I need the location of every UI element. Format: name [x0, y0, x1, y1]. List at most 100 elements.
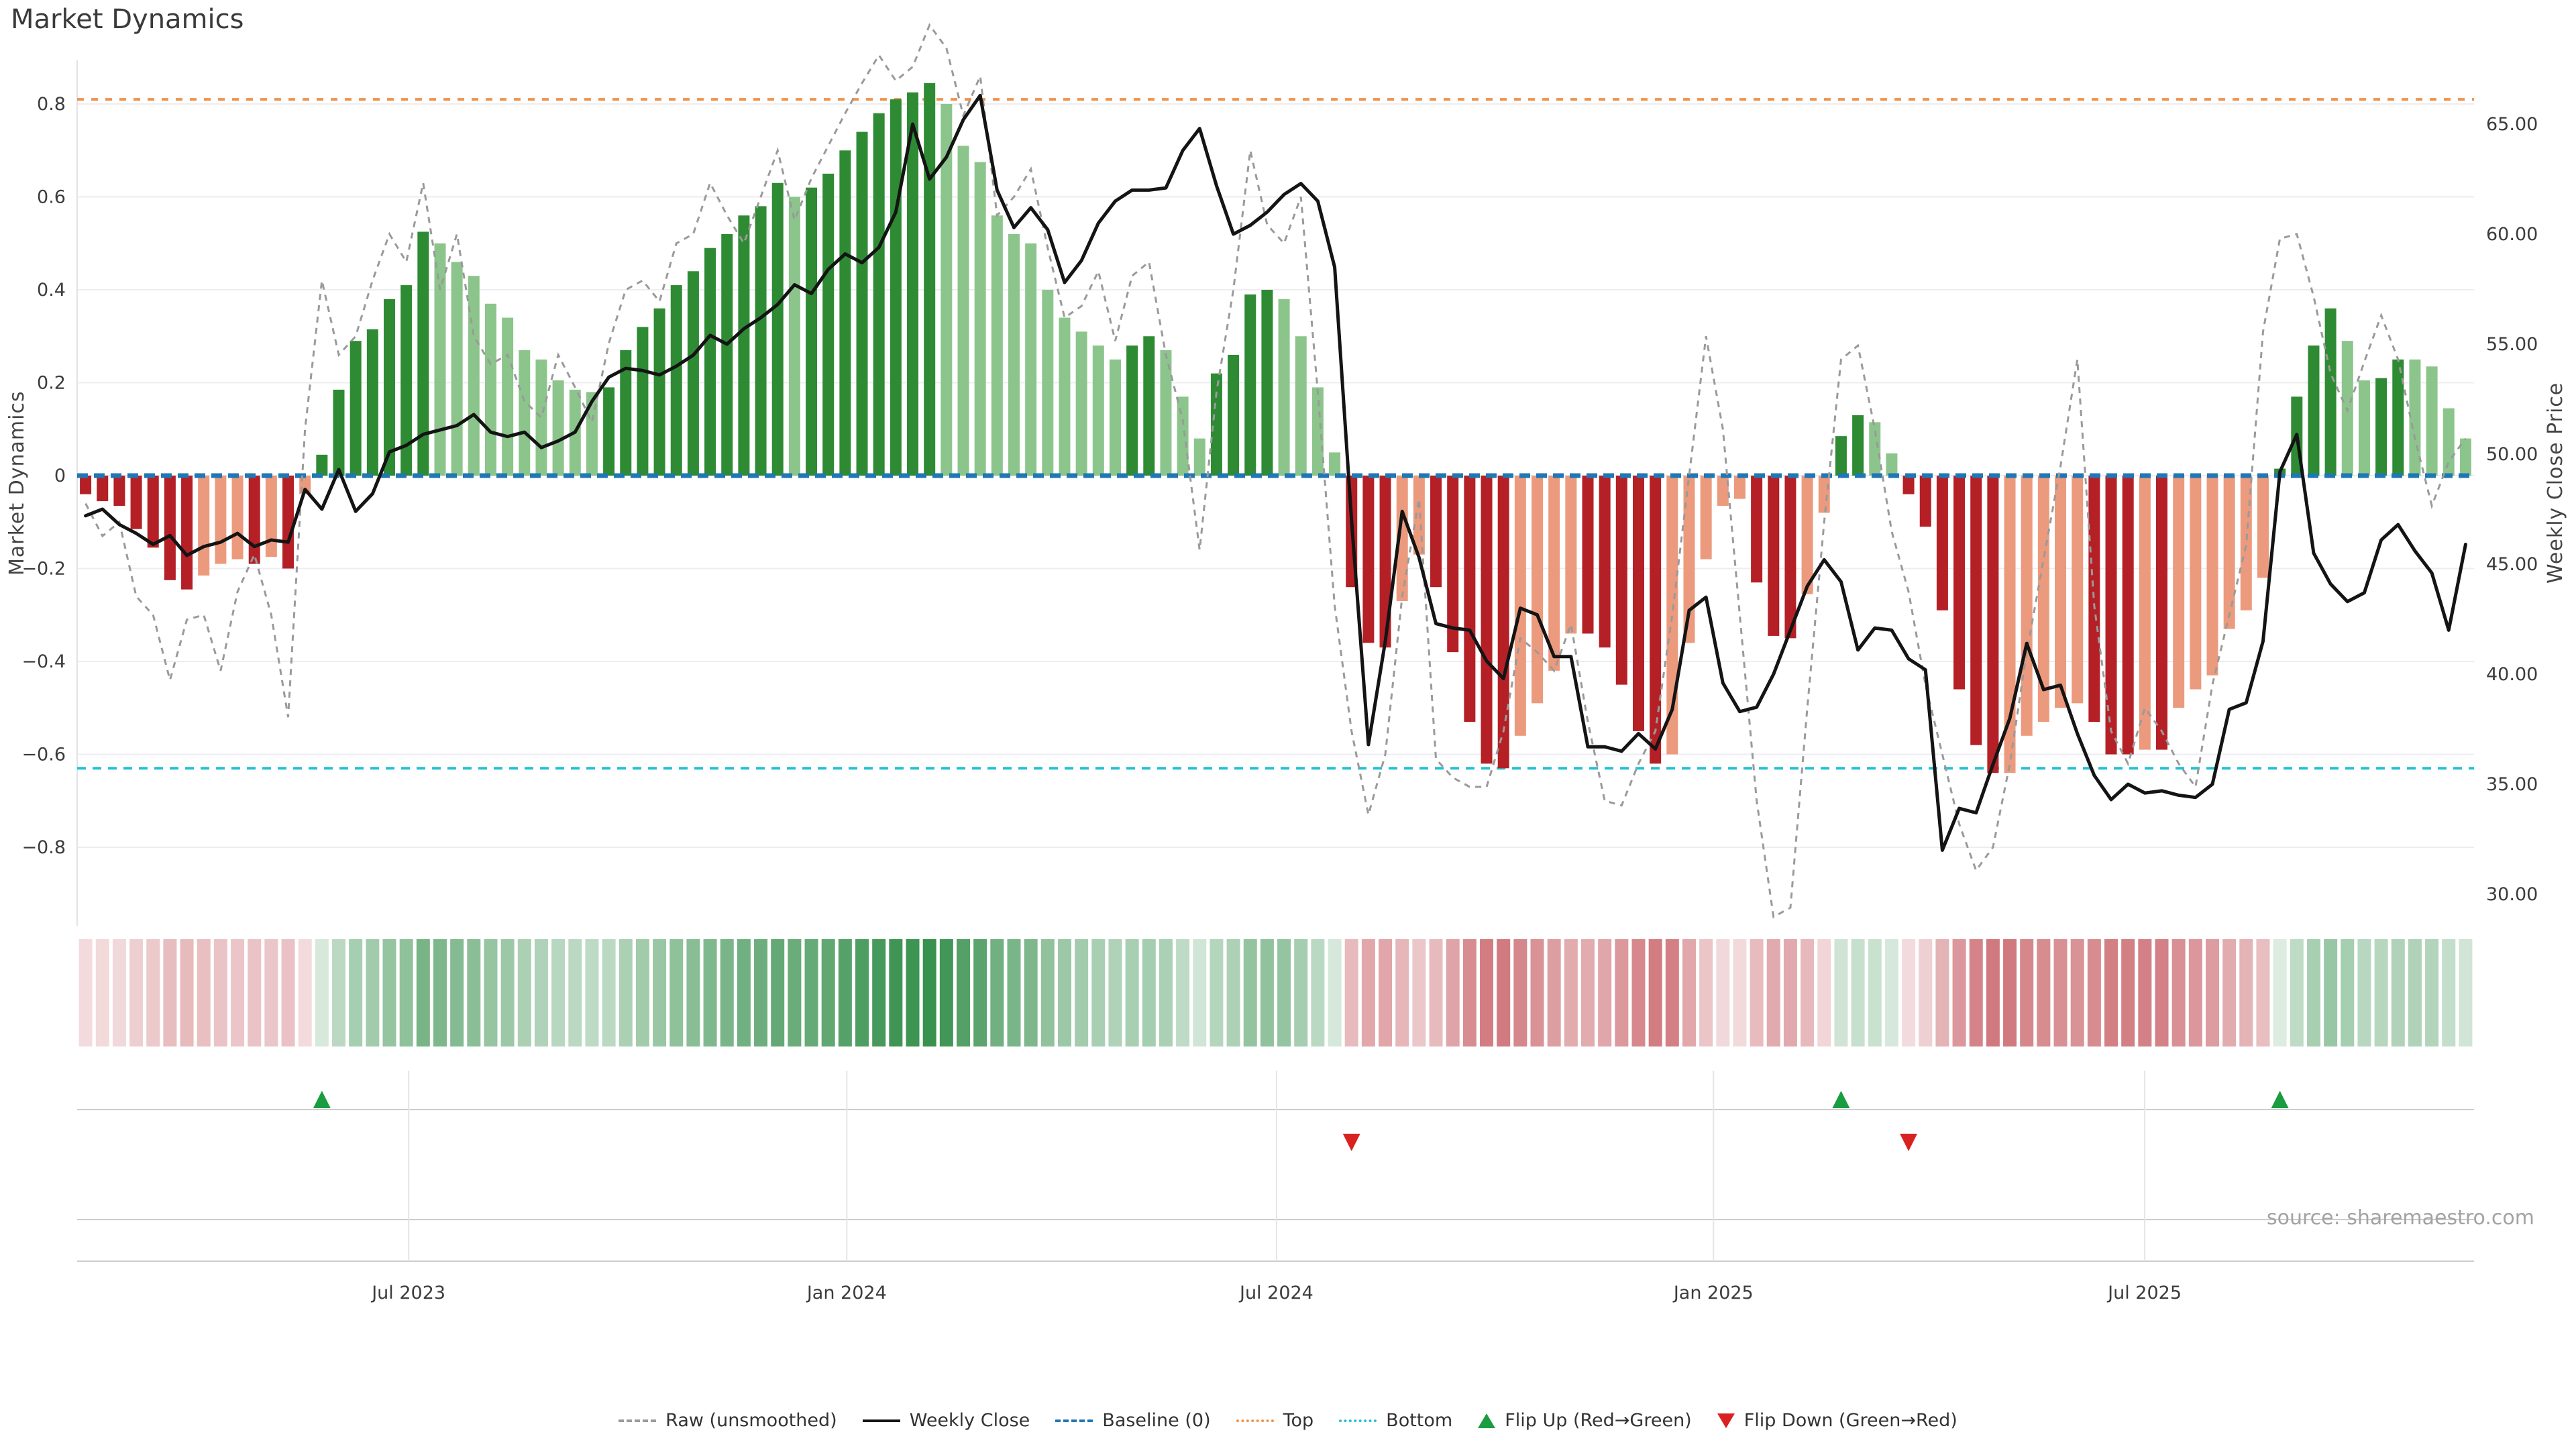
oscillator-bar	[383, 299, 395, 476]
heatmap-cell	[2020, 939, 2034, 1046]
heatmap-cell	[1750, 939, 1764, 1046]
oscillator-bar	[1751, 476, 1763, 583]
heatmap-cell	[990, 939, 1004, 1046]
oscillator-bar	[1379, 476, 1391, 648]
oscillator-bar	[198, 476, 210, 576]
oscillator-bar	[1430, 476, 1442, 588]
oscillator-bar	[974, 162, 986, 476]
oscillator-bar	[1835, 436, 1847, 476]
heatmap-cell	[1344, 939, 1358, 1046]
oscillator-bar	[1413, 476, 1425, 555]
heatmap-cell	[754, 939, 768, 1046]
heatmap-strip	[78, 939, 2473, 1046]
heatmap-cell	[1277, 939, 1291, 1046]
oscillator-bar	[2139, 476, 2151, 750]
oscillator-bar	[1953, 476, 1966, 690]
heatmap-cell	[1783, 939, 1797, 1046]
oscillator-bar	[1886, 453, 1898, 476]
oscillator-bar	[721, 233, 733, 476]
oscillator-bar	[1329, 452, 1341, 476]
heatmap-cell	[112, 939, 126, 1046]
heatmap-cell	[838, 939, 852, 1046]
heatmap-cell	[1699, 939, 1713, 1046]
weekly-close-line	[84, 93, 2467, 852]
legend-item: Raw (unsmoothed)	[619, 1410, 837, 1431]
heatmap-cell	[433, 939, 447, 1046]
oscillator-bar	[1936, 476, 1948, 610]
oscillator-bar	[620, 350, 632, 476]
flip-markers	[313, 1091, 2289, 1151]
oscillator-bar	[586, 392, 598, 476]
oscillator-bar	[941, 104, 953, 476]
oscillator-bar	[231, 476, 244, 559]
heatmap-cell	[1462, 939, 1477, 1046]
heatmap-cell	[1766, 939, 1780, 1046]
oscillator-bar	[755, 206, 767, 476]
heatmap-cell	[804, 939, 818, 1046]
oscillator-bar	[2223, 476, 2235, 629]
oscillator-bar	[1177, 396, 1189, 476]
heatmap-cell	[1480, 939, 1494, 1046]
oscillator-bar	[2375, 378, 2387, 476]
heatmap-cell	[1682, 939, 1696, 1046]
oscillator-bar	[788, 197, 800, 476]
legend-item: Weekly Close	[862, 1410, 1030, 1431]
oscillator-bar	[333, 389, 345, 476]
left-tick-label: −0.2	[21, 559, 66, 580]
heatmap-cell	[2273, 939, 2287, 1046]
heatmap-cell	[1952, 939, 1966, 1046]
oscillator-bar	[80, 476, 92, 494]
oscillator-bar	[687, 271, 699, 476]
oscillator-bar	[502, 317, 514, 476]
oscillator-bar	[1396, 476, 1408, 601]
oscillator-bar	[1683, 476, 1695, 643]
heatmap-cell	[450, 939, 464, 1046]
heatmap-cell	[2205, 939, 2219, 1046]
oscillator-bar	[1970, 476, 1982, 745]
heatmap-cell	[264, 939, 278, 1046]
oscillator-bar	[434, 243, 446, 476]
heatmap-cell	[585, 939, 599, 1046]
left-tick-label: 0.2	[37, 373, 66, 394]
heatmap-cell	[332, 939, 346, 1046]
heatmap-cell	[1648, 939, 1662, 1046]
heatmap-cell	[1379, 939, 1393, 1046]
heatmap-cell	[146, 939, 160, 1046]
left-tick-label: 0.4	[37, 280, 66, 301]
oscillator-bar	[484, 303, 496, 476]
heatmap-cell	[771, 939, 785, 1046]
heatmap-cell	[1007, 939, 1021, 1046]
heatmap-cell	[1125, 939, 1139, 1046]
oscillator-bar	[1768, 476, 1780, 636]
heatmap-cell	[973, 939, 987, 1046]
heatmap-cell	[2357, 939, 2371, 1046]
oscillator-bar	[1582, 476, 1594, 634]
heatmap-cell	[788, 939, 802, 1046]
heatmap-cell	[2171, 939, 2186, 1046]
oscillator-bar	[1565, 476, 1577, 634]
oscillator-bar	[1532, 476, 1544, 704]
heatmap-cell	[737, 939, 751, 1046]
heatmap-cell	[517, 939, 531, 1046]
oscillator-bar	[637, 327, 649, 476]
heatmap-cell	[1615, 939, 1629, 1046]
heatmap-cell	[1260, 939, 1274, 1046]
oscillator-bar	[1615, 476, 1627, 685]
oscillator-bar	[2021, 476, 2033, 736]
heatmap-cell	[2003, 939, 2017, 1046]
right-axis-title: Weekly Close Price	[2544, 382, 2567, 584]
oscillator-bar	[2308, 345, 2320, 476]
left-tick-label: 0	[54, 466, 66, 486]
heatmap-cell	[2324, 939, 2338, 1046]
heatmap-cell	[1328, 939, 1342, 1046]
oscillator-bar	[856, 131, 868, 476]
heatmap-cell	[1598, 939, 1612, 1046]
heatmap-cell	[1429, 939, 1443, 1046]
heatmap-cell	[2391, 939, 2405, 1046]
heatmap-cell	[467, 939, 481, 1046]
x-tick-label: Jan 2024	[806, 1283, 887, 1303]
right-tick-label: 45.00	[2486, 554, 2538, 575]
left-tick-label: −0.4	[21, 651, 66, 672]
heatmap-cell	[669, 939, 684, 1046]
oscillator-bar	[2072, 476, 2084, 704]
